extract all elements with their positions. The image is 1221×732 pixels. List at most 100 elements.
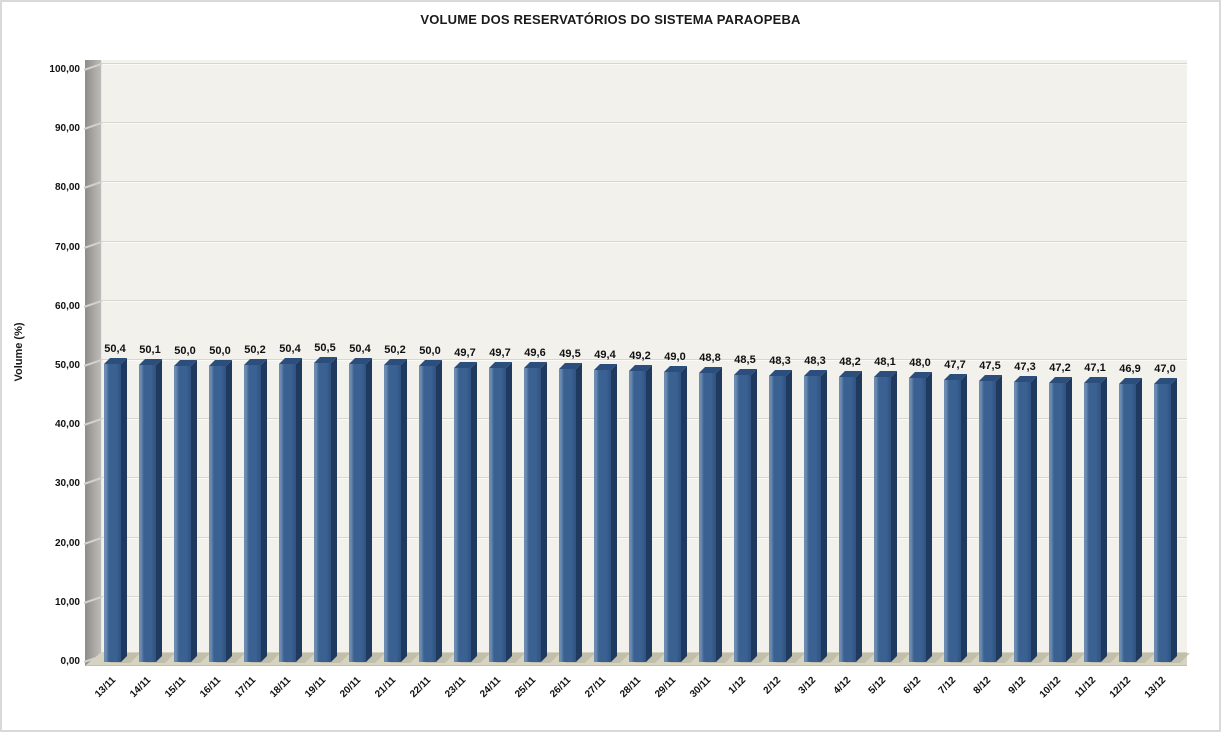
bar-side-face (366, 358, 372, 662)
bar-front-face (1154, 384, 1171, 662)
x-tick-label: 14/11 (128, 674, 154, 700)
bar-front-face (1119, 384, 1136, 662)
bar-side-face (716, 367, 722, 662)
bar (1014, 376, 1037, 662)
bar-value-label: 50,0 (174, 345, 196, 357)
bar (174, 360, 197, 662)
bar-top-face (1154, 378, 1177, 384)
bar-top-face (909, 372, 932, 378)
x-tick-label: 25/11 (513, 674, 539, 700)
bar-side-face (1136, 378, 1142, 662)
bar-side-face (471, 362, 477, 662)
bar-top-face (1119, 378, 1142, 384)
bar (419, 360, 442, 662)
bar (664, 366, 687, 662)
bar-side-face (1101, 377, 1107, 662)
x-tick-label: 8/12 (971, 674, 994, 697)
bar-front-face (1084, 383, 1101, 662)
x-tick-label: 3/12 (796, 674, 819, 697)
bar-side-face (891, 371, 897, 662)
bar-front-face (804, 376, 821, 662)
bar-value-label: 49,7 (454, 347, 476, 359)
bar (489, 362, 512, 662)
bar-side-face (1171, 378, 1177, 662)
bar (699, 367, 722, 662)
gridline (102, 240, 1187, 242)
bar (314, 357, 337, 662)
bar-front-face (979, 381, 996, 662)
bar-front-face (1014, 382, 1031, 662)
bar-top-face (699, 367, 722, 373)
y-tick-label: 60,00 (54, 300, 80, 312)
x-tick-label: 30/11 (688, 674, 714, 700)
bar-value-label: 46,9 (1119, 363, 1141, 375)
bar-side-face (786, 370, 792, 662)
x-tick-label: 2/12 (761, 674, 784, 697)
bar-value-label: 48,3 (804, 355, 826, 367)
bar-side-face (821, 370, 827, 662)
bar-side-face (296, 358, 302, 662)
bar-value-label: 48,5 (734, 354, 756, 366)
bar-front-face (314, 363, 331, 662)
bar (909, 372, 932, 662)
y-tick-label: 90,00 (54, 123, 80, 135)
y-tick-label: 80,00 (54, 182, 80, 194)
bar-side-face (646, 365, 652, 662)
bar-top-face (594, 364, 617, 370)
bar-side-face (611, 364, 617, 662)
bar-top-face (419, 360, 442, 366)
bar-front-face (279, 364, 296, 662)
bar-top-face (139, 359, 162, 365)
x-tick-label: 4/12 (831, 674, 854, 697)
bar-value-label: 50,5 (314, 342, 336, 354)
bar-value-label: 47,0 (1154, 363, 1176, 375)
bar-value-label: 49,7 (489, 347, 511, 359)
bar-side-face (156, 359, 162, 662)
x-tick-label: 23/11 (443, 674, 469, 700)
bar-top-face (1084, 377, 1107, 383)
bar (384, 359, 407, 662)
bar-top-face (664, 366, 687, 372)
x-tick-label: 22/11 (408, 674, 434, 700)
bar (594, 364, 617, 662)
bar-value-label: 47,7 (944, 359, 966, 371)
x-tick-label: 29/11 (653, 674, 679, 700)
bar-side-face (541, 362, 547, 662)
bar (104, 358, 127, 662)
chart-title: VOLUME DOS RESERVATÓRIOS DO SISTEMA PARA… (420, 12, 801, 27)
bar-front-face (839, 377, 856, 662)
bar-value-label: 48,1 (874, 356, 896, 368)
bar-front-face (454, 368, 471, 662)
bar-value-label: 50,4 (104, 343, 126, 355)
bar-top-face (279, 358, 302, 364)
gridline (102, 63, 1187, 64)
bar-top-face (874, 371, 897, 377)
bar-front-face (629, 371, 646, 662)
y-tick-label: 0,00 (60, 656, 80, 667)
bar-value-label: 48,0 (909, 357, 931, 369)
bar (559, 363, 582, 662)
x-tick-label: 6/12 (901, 674, 924, 697)
x-tick-label: 15/11 (163, 674, 189, 700)
bar (734, 369, 757, 662)
bar (804, 370, 827, 662)
bar-front-face (909, 378, 926, 662)
bar-front-face (1049, 383, 1066, 662)
bar-top-face (1049, 377, 1072, 383)
bar-front-face (419, 366, 436, 662)
x-tick-label: 16/11 (198, 674, 224, 700)
bar (349, 358, 372, 662)
bar-side-face (226, 360, 232, 662)
bar-top-face (559, 363, 582, 369)
bar (1084, 377, 1107, 662)
gridline (102, 181, 1187, 183)
bar (839, 371, 862, 662)
bar-top-face (244, 359, 267, 365)
bar-value-label: 49,0 (664, 351, 686, 363)
bar-top-face (839, 371, 862, 377)
bar-side-face (401, 359, 407, 662)
bar-value-label: 49,2 (629, 350, 651, 362)
x-tick-label: 27/11 (583, 674, 609, 700)
bar-value-label: 50,2 (244, 344, 266, 356)
